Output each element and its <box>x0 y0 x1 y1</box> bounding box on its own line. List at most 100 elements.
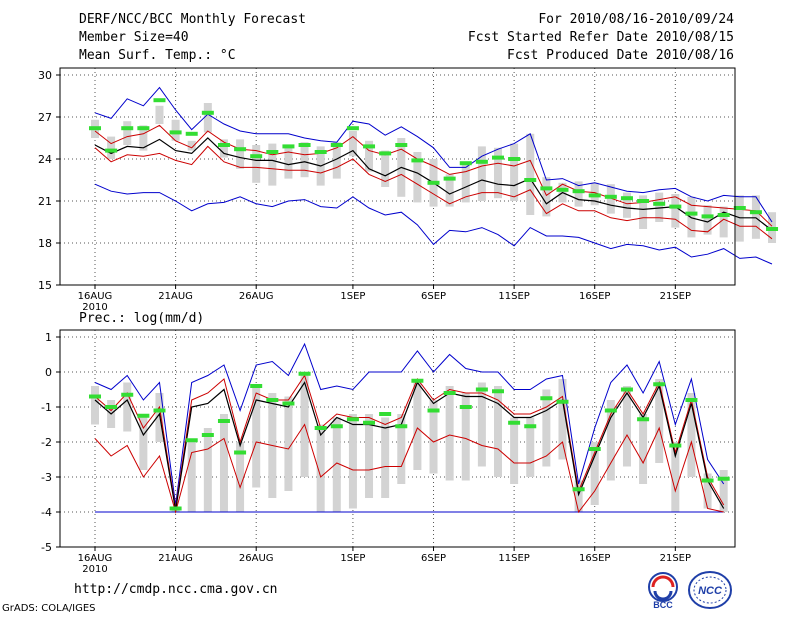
temp-median-marker <box>121 126 134 131</box>
temp-median-marker <box>475 159 488 164</box>
prec-median-marker <box>266 398 279 402</box>
prec-panel-title: Prec.: log(mm/d) <box>79 311 204 326</box>
prec-ytick-label: 0 <box>45 366 52 379</box>
temp-median-marker <box>217 143 230 147</box>
temp-median-marker <box>556 187 569 192</box>
prec-median-marker <box>508 420 521 425</box>
temp-median-marker <box>766 227 779 231</box>
prec-median-marker <box>701 478 714 483</box>
temp-median-marker <box>427 180 440 185</box>
prec-median-marker <box>637 417 650 422</box>
prec-median-marker <box>314 426 327 430</box>
temp-median-marker <box>717 213 730 217</box>
temp-median-marker <box>604 194 617 199</box>
prec-median-marker <box>685 398 698 402</box>
temp-box <box>445 174 454 207</box>
temp-plot-frame <box>59 67 736 286</box>
temp-xtick-label: 11SEP <box>498 291 529 302</box>
temp-median-marker <box>137 126 150 131</box>
temp-median-marker <box>508 157 521 161</box>
prec-box <box>284 396 293 491</box>
prec-ytick-label: -3 <box>41 471 52 484</box>
temp-median-marker <box>669 204 682 209</box>
temp-ytick-label: 30 <box>38 69 52 82</box>
prec-upper-spread-line <box>94 374 725 509</box>
prec-xtick-label: 11SEP <box>498 553 529 564</box>
prec-median-marker <box>105 405 118 409</box>
forecast-period: For 2010/08/16-2010/09/24 <box>538 12 734 27</box>
prec-xtick-label: 16AUG <box>78 553 113 564</box>
temp-median-marker <box>234 147 247 152</box>
temp-box <box>268 143 277 186</box>
prec-median-marker <box>363 420 376 425</box>
prec-box <box>494 386 502 477</box>
temp-median-marker <box>588 193 601 198</box>
prec-box <box>719 470 728 512</box>
prec-median-marker <box>717 476 730 481</box>
temp-xtick-label: 21AUG <box>158 291 193 302</box>
prec-median-marker <box>185 438 198 443</box>
temp-median-marker <box>105 148 118 153</box>
temp-box <box>348 131 357 157</box>
prec-box <box>139 414 148 470</box>
prec-box <box>461 393 470 481</box>
temp-box <box>655 192 664 222</box>
prec-box <box>332 417 341 512</box>
temp-median-marker <box>572 189 585 194</box>
temp-xtick-label: 26AUG <box>239 291 274 302</box>
prec-box <box>348 414 357 509</box>
prec-median-marker <box>137 413 150 418</box>
prec-box <box>203 428 212 512</box>
prec-median-marker <box>475 387 488 392</box>
prec-median-marker <box>411 378 424 383</box>
prec-box <box>219 414 228 512</box>
temp-box <box>107 136 116 159</box>
prec-box <box>655 379 664 463</box>
prec-xtick-label: 16SEP <box>579 553 610 564</box>
prec-box <box>574 480 583 512</box>
prec-box <box>510 417 519 484</box>
prec-median-marker <box>492 389 504 394</box>
temp-xtick-label: 21SEP <box>660 291 691 302</box>
temp-xtick-label: 16SEP <box>579 291 610 302</box>
prec-box <box>687 393 696 477</box>
prec-box <box>606 400 615 481</box>
prec-median-marker <box>604 408 617 413</box>
temp-box <box>219 139 228 158</box>
prec-xtick-label: 1SEP <box>340 553 365 564</box>
prec-median-marker <box>669 443 682 448</box>
temp-median-marker <box>637 199 650 203</box>
prec-median-marker <box>443 391 456 395</box>
temp-box <box>574 181 583 207</box>
prec-box <box>703 473 712 509</box>
temp-median-marker <box>395 143 408 147</box>
temp-median-marker <box>314 150 327 154</box>
temp-median-marker <box>411 158 424 163</box>
temp-median-marker <box>330 143 343 147</box>
prec-median-marker <box>330 424 343 429</box>
prec-ytick-label: 1 <box>45 331 52 344</box>
temp-median-marker <box>620 196 633 201</box>
source-url[interactable]: http://cmdp.ncc.cma.gov.cn <box>74 582 278 597</box>
prec-median-marker <box>217 419 230 423</box>
temp-median-marker <box>250 154 263 159</box>
prec-box <box>365 414 374 498</box>
ncc-logo: NCC <box>688 571 732 609</box>
prec-box <box>429 400 438 474</box>
temp-median-marker <box>524 178 537 182</box>
temp-median-marker <box>169 130 182 135</box>
temp-median-marker <box>153 98 166 103</box>
temp-ytick-label: 21 <box>38 195 52 208</box>
temp-box <box>606 184 615 214</box>
temp-median-marker <box>185 131 198 136</box>
temp-median-marker <box>201 110 214 115</box>
temp-box <box>413 152 422 203</box>
prec-lower-spread-line <box>94 423 724 514</box>
prec-box <box>445 386 454 481</box>
temp-box <box>477 146 486 201</box>
prec-max-line <box>94 342 725 506</box>
prec-median-marker <box>524 424 537 429</box>
temp-box <box>365 140 374 172</box>
prec-median-marker <box>379 412 392 416</box>
